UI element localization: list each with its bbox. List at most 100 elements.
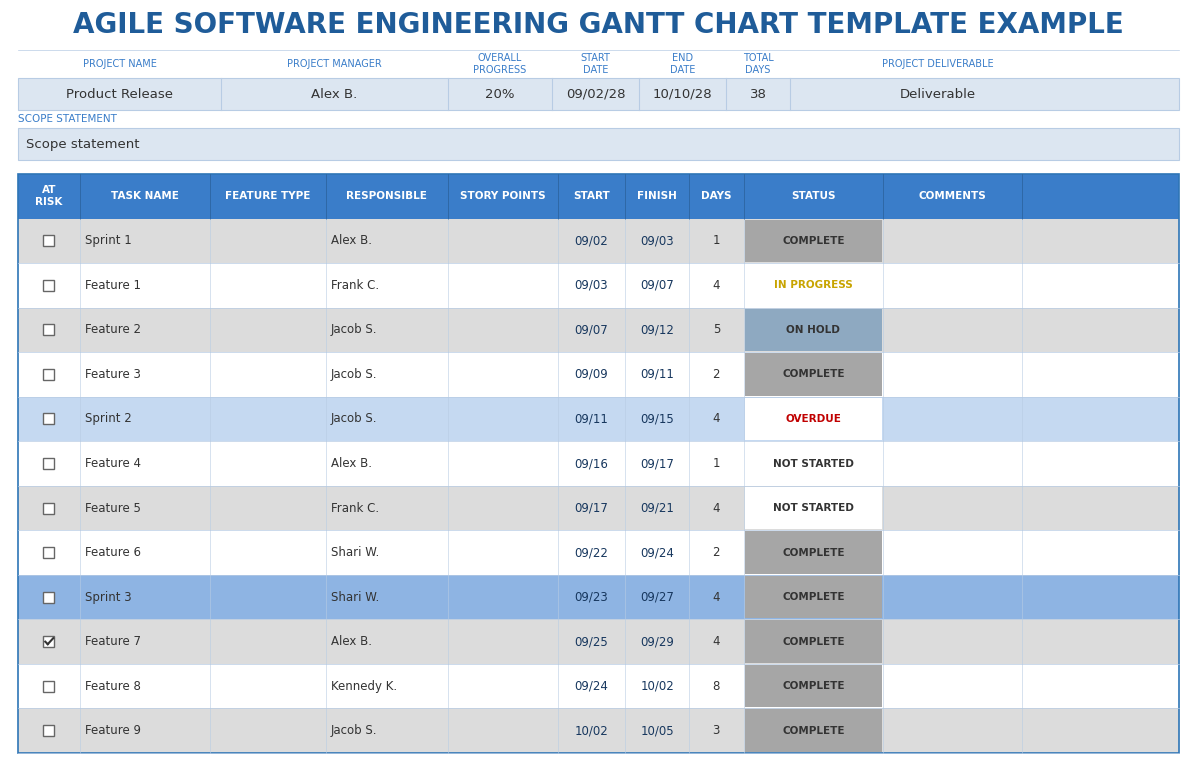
Text: Alex B.: Alex B.	[330, 234, 371, 247]
Text: 4: 4	[712, 591, 721, 604]
Bar	[43, 503, 54, 513]
Text: ON HOLD: ON HOLD	[786, 325, 840, 335]
Text: 10/10/28: 10/10/28	[652, 87, 712, 100]
Text: 09/02: 09/02	[575, 234, 608, 247]
Text: RESPONSIBLE: RESPONSIBLE	[346, 191, 427, 201]
Text: NOT STARTED: NOT STARTED	[773, 458, 853, 468]
Bar	[43, 369, 54, 380]
Text: Jacob S.: Jacob S.	[330, 368, 377, 381]
Text: END
DATE: END DATE	[670, 54, 695, 75]
Text: Feature 2: Feature 2	[85, 324, 140, 337]
Bar	[43, 547, 54, 558]
Text: 09/11: 09/11	[640, 368, 674, 381]
Text: Shari W.: Shari W.	[330, 546, 379, 559]
Text: Sprint 3: Sprint 3	[85, 591, 132, 604]
Text: COMPLETE: COMPLETE	[782, 636, 845, 646]
Text: Feature 6: Feature 6	[85, 546, 140, 559]
Bar	[43, 280, 54, 291]
Text: COMPLETE: COMPLETE	[782, 726, 845, 736]
Bar	[18, 352, 1179, 397]
Text: 09/09: 09/09	[575, 368, 608, 381]
Bar	[18, 486, 1179, 530]
Bar	[43, 236, 54, 246]
Text: STORY POINTS: STORY POINTS	[460, 191, 546, 201]
Bar	[18, 78, 1179, 110]
Text: 09/12: 09/12	[640, 324, 674, 337]
Text: IN PROGRESS: IN PROGRESS	[774, 280, 852, 291]
Text: PROJECT DELIVERABLE: PROJECT DELIVERABLE	[882, 59, 994, 69]
Text: 09/16: 09/16	[575, 457, 608, 470]
Text: 2: 2	[712, 546, 721, 559]
Text: 38: 38	[749, 87, 766, 100]
Text: Feature 3: Feature 3	[85, 368, 140, 381]
Bar	[745, 220, 882, 262]
Text: Feature 5: Feature 5	[85, 502, 140, 515]
Text: 09/27: 09/27	[640, 591, 674, 604]
Text: START
DATE: START DATE	[581, 54, 610, 75]
Text: Jacob S.: Jacob S.	[330, 412, 377, 425]
Bar	[18, 219, 1179, 263]
Bar	[18, 174, 1179, 753]
Bar	[745, 264, 882, 307]
Text: NOT STARTED: NOT STARTED	[773, 503, 853, 513]
Bar	[43, 458, 54, 469]
Text: TOTAL
DAYS: TOTAL DAYS	[743, 54, 773, 75]
Bar	[18, 664, 1179, 708]
Text: 1: 1	[712, 234, 721, 247]
Bar	[43, 591, 54, 603]
Text: FEATURE TYPE: FEATURE TYPE	[225, 191, 310, 201]
Text: Jacob S.: Jacob S.	[330, 724, 377, 737]
Text: 10/05: 10/05	[640, 724, 674, 737]
Text: 20%: 20%	[485, 87, 515, 100]
Bar	[745, 620, 882, 663]
Bar	[43, 413, 54, 425]
Bar	[745, 576, 882, 618]
Text: 8: 8	[712, 679, 721, 692]
Text: 09/23: 09/23	[575, 591, 608, 604]
Bar	[18, 708, 1179, 753]
Text: 09/21: 09/21	[640, 502, 674, 515]
Bar	[745, 665, 882, 708]
Bar	[745, 709, 882, 752]
Bar	[745, 532, 882, 574]
Text: 4: 4	[712, 635, 721, 648]
Text: SCOPE STATEMENT: SCOPE STATEMENT	[18, 114, 117, 124]
Bar	[745, 487, 882, 529]
Text: Feature 4: Feature 4	[85, 457, 140, 470]
Bar	[43, 725, 54, 736]
Bar	[745, 308, 882, 351]
Text: 09/24: 09/24	[640, 546, 674, 559]
Text: 1: 1	[712, 457, 721, 470]
Text: Jacob S.: Jacob S.	[330, 324, 377, 337]
Bar	[745, 353, 882, 396]
Text: Deliverable: Deliverable	[900, 87, 977, 100]
Text: Frank C.: Frank C.	[330, 502, 378, 515]
Text: 3: 3	[712, 724, 721, 737]
Text: Alex B.: Alex B.	[330, 457, 371, 470]
Text: Feature 8: Feature 8	[85, 679, 140, 692]
Text: TASK NAME: TASK NAME	[110, 191, 178, 201]
Text: DAYS: DAYS	[701, 191, 731, 201]
Text: OVERALL
PROGRESS: OVERALL PROGRESS	[473, 54, 527, 75]
Bar	[18, 397, 1179, 441]
Text: 4: 4	[712, 412, 721, 425]
Text: Sprint 1: Sprint 1	[85, 234, 132, 247]
Text: START: START	[573, 191, 610, 201]
Text: Shari W.: Shari W.	[330, 591, 379, 604]
Text: Feature 7: Feature 7	[85, 635, 140, 648]
Text: Alex B.: Alex B.	[311, 87, 358, 100]
Text: 09/07: 09/07	[640, 279, 674, 291]
Text: 09/15: 09/15	[640, 412, 674, 425]
Text: 09/07: 09/07	[575, 324, 608, 337]
Text: 4: 4	[712, 502, 721, 515]
Text: COMPLETE: COMPLETE	[782, 369, 845, 379]
Text: 09/03: 09/03	[575, 279, 608, 291]
Bar	[18, 263, 1179, 308]
Text: 09/03: 09/03	[640, 234, 674, 247]
Text: Feature 1: Feature 1	[85, 279, 140, 291]
Bar	[18, 620, 1179, 664]
Text: 09/29: 09/29	[640, 635, 674, 648]
Text: 10/02: 10/02	[575, 724, 608, 737]
Text: 2: 2	[712, 368, 721, 381]
Text: AGILE SOFTWARE ENGINEERING GANTT CHART TEMPLATE EXAMPLE: AGILE SOFTWARE ENGINEERING GANTT CHART T…	[73, 11, 1124, 39]
